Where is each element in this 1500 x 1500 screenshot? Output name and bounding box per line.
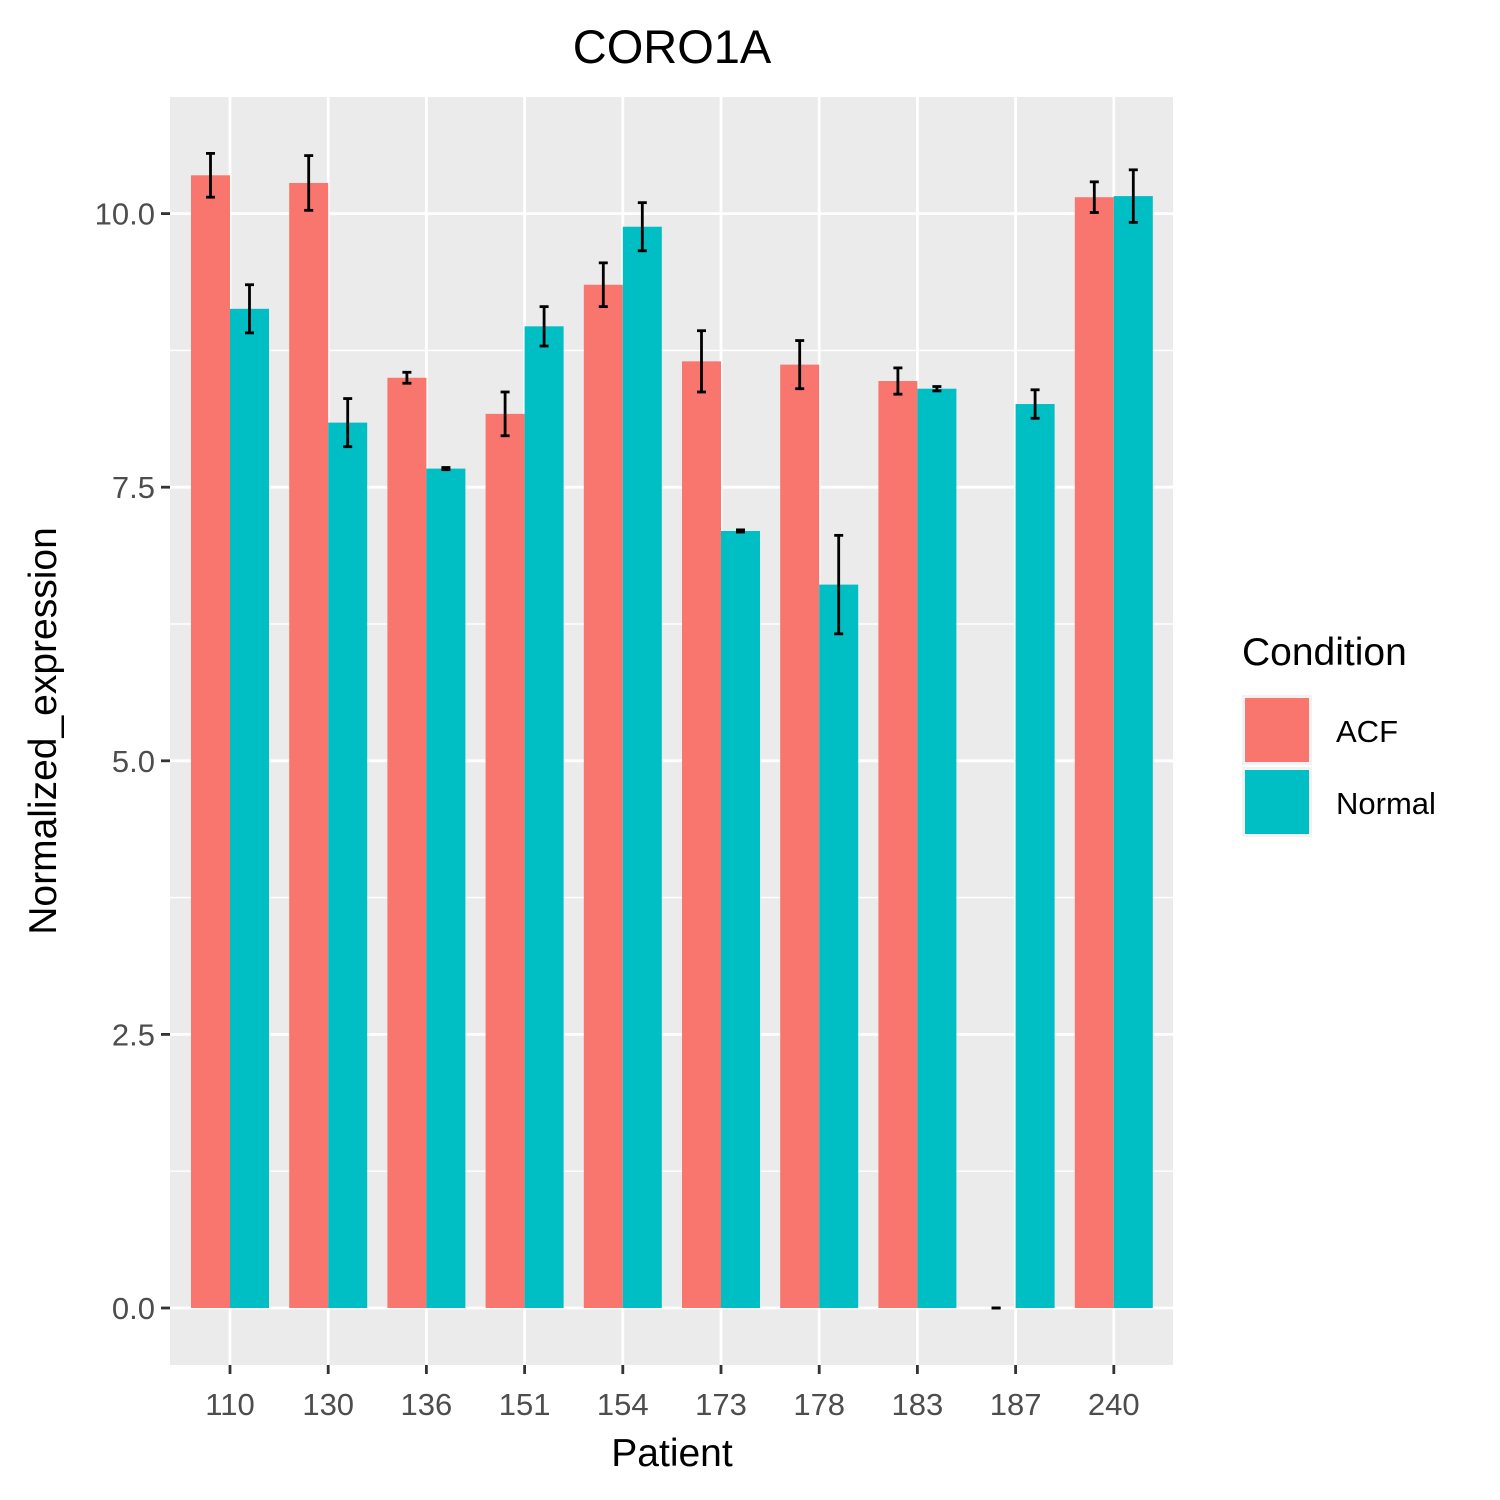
bars	[191, 175, 1153, 1309]
bar-normal-110	[230, 308, 269, 1308]
bar-normal-136	[426, 468, 466, 1308]
bar-acf-183	[878, 381, 918, 1308]
legend-label-normal: Normal	[1336, 786, 1436, 821]
bar-acf-154	[583, 284, 623, 1309]
y-tick-label: 10.0	[95, 197, 155, 232]
x-axis-title: Patient	[611, 1432, 733, 1475]
x-axis: 110 130 136 151 154 173 178 183 187 240	[205, 1365, 1140, 1422]
x-tick-label: 130	[302, 1387, 354, 1422]
x-tick-label: 187	[990, 1387, 1042, 1422]
legend: Condition ACF Normal	[1242, 631, 1436, 837]
bar-acf-240	[1074, 197, 1114, 1309]
y-tick-label: 7.5	[112, 470, 155, 505]
legend-title: Condition	[1242, 631, 1407, 674]
bar-normal-173	[721, 530, 760, 1308]
x-tick-label: 151	[499, 1387, 551, 1422]
legend-label-acf: ACF	[1336, 714, 1398, 749]
bar-acf-173	[682, 361, 721, 1308]
bar-acf-151	[485, 413, 525, 1308]
y-tick-label: 5.0	[112, 744, 155, 779]
bar-acf-110	[191, 175, 230, 1308]
bar-normal-240	[1113, 196, 1153, 1308]
bar-acf-130	[289, 182, 329, 1309]
x-tick-label: 154	[597, 1387, 649, 1422]
bar-normal-154	[622, 226, 662, 1309]
legend-swatch-normal	[1245, 770, 1309, 834]
y-tick-label: 2.5	[112, 1017, 155, 1052]
bar-normal-151	[524, 326, 564, 1308]
bar-acf-136	[387, 377, 427, 1308]
bar-normal-187	[1015, 404, 1055, 1308]
legend-swatch-acf	[1245, 698, 1309, 762]
error-bars	[206, 152, 1138, 1310]
x-tick-label: 178	[793, 1387, 845, 1422]
bar-normal-130	[328, 422, 368, 1309]
y-axis: 0.0 2.5 5.0 7.5 10.0	[95, 197, 170, 1326]
bar-acf-178	[780, 364, 820, 1308]
chart-title: CORO1A	[573, 20, 772, 73]
y-tick-label: 0.0	[112, 1291, 155, 1326]
x-tick-label: 240	[1088, 1387, 1140, 1422]
x-tick-label: 173	[695, 1387, 747, 1422]
bar-normal-178	[819, 584, 859, 1308]
x-tick-label: 183	[892, 1387, 944, 1422]
y-axis-title: Normalized_expression	[22, 527, 65, 935]
bar-normal-183	[917, 388, 957, 1309]
x-tick-label: 110	[205, 1387, 254, 1422]
x-tick-label: 136	[401, 1387, 453, 1422]
